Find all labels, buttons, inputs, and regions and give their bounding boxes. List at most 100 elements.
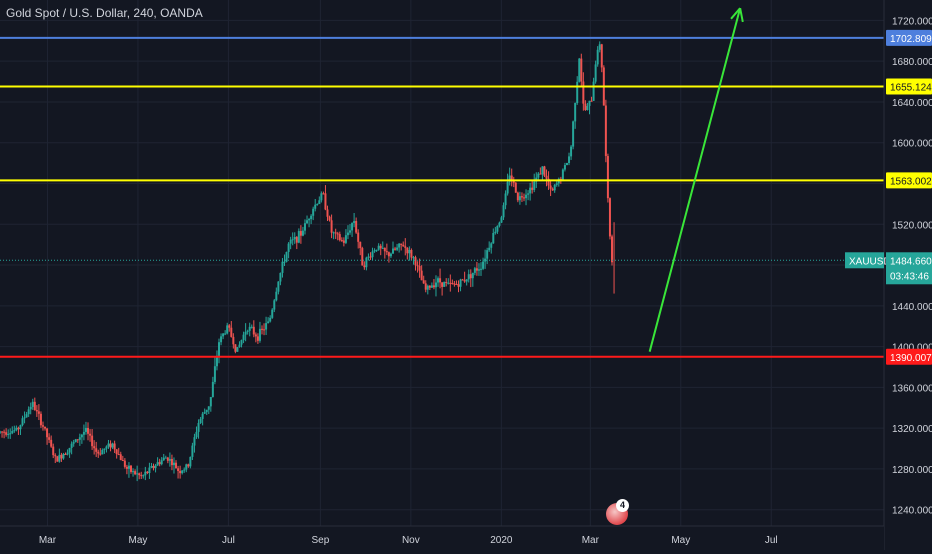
candle-body	[394, 248, 397, 250]
candle-body	[316, 204, 319, 206]
candle-body	[250, 326, 253, 328]
candle-body	[328, 216, 331, 221]
countdown-label: 03:43:46	[890, 271, 929, 282]
candle-body	[101, 450, 104, 455]
candle-body	[269, 317, 272, 322]
candle-body	[559, 178, 562, 180]
candle-body	[35, 410, 38, 412]
candle-body	[473, 268, 476, 273]
candle-body	[58, 454, 61, 462]
candle-body	[326, 209, 329, 217]
candle-body	[414, 257, 417, 266]
candle-body	[584, 103, 587, 111]
candle-body	[97, 451, 100, 454]
candle-body	[363, 265, 366, 268]
candle-body	[443, 281, 446, 287]
y-tick-label: 1240.000	[892, 506, 932, 517]
candle-body	[228, 325, 231, 328]
candle-body	[134, 471, 137, 475]
candle-body	[31, 401, 34, 407]
candle-body	[574, 103, 577, 122]
candle-body	[289, 239, 292, 244]
level-price-label: 1563.002	[890, 176, 932, 187]
candle-body	[555, 183, 558, 185]
candle-body	[543, 166, 546, 176]
x-tick-label: Mar	[582, 535, 600, 546]
candle-body	[482, 261, 485, 269]
candle-body	[420, 270, 423, 281]
candle-body	[154, 465, 157, 469]
trend-arrow	[648, 7, 744, 352]
candle-body	[578, 58, 581, 82]
time-axis-bg	[0, 526, 884, 550]
candle-body	[111, 443, 114, 448]
candle-body	[496, 225, 499, 232]
candle-body	[357, 232, 360, 242]
candle-body	[500, 217, 503, 223]
y-tick-label: 1520.000	[892, 220, 932, 231]
candle-body	[308, 219, 311, 221]
candle-body	[281, 261, 284, 273]
reaction-count: 4	[616, 499, 629, 512]
level-price-tag	[886, 172, 932, 189]
candle-body	[7, 433, 10, 435]
candle-body	[498, 222, 501, 226]
candle-body	[604, 105, 607, 157]
candle-body	[107, 443, 110, 447]
emoji-reaction-badge[interactable]: 4	[604, 499, 632, 525]
candle-body	[285, 251, 288, 262]
candle-body	[377, 245, 380, 250]
candle-body	[170, 458, 173, 466]
candle-body	[531, 187, 534, 190]
candle-body	[172, 462, 175, 466]
candle-body	[545, 175, 548, 179]
candle-body	[320, 193, 323, 201]
candle-body	[66, 452, 69, 455]
candle-body	[539, 173, 542, 175]
candle-body	[547, 178, 550, 186]
candle-body	[430, 285, 433, 288]
candle-body	[527, 193, 530, 195]
candle-body	[520, 196, 523, 198]
candle-body	[359, 241, 362, 249]
candle-body	[457, 284, 460, 287]
candle-body	[15, 427, 18, 431]
candle-body	[375, 249, 378, 251]
candle-body	[129, 465, 132, 472]
candle-body	[273, 300, 276, 310]
symbol-label: XAUUSD	[849, 256, 891, 267]
candle-body	[537, 173, 540, 178]
candle-body	[132, 471, 135, 473]
candle-body	[256, 336, 259, 341]
candle-body	[516, 192, 519, 201]
candle-body	[279, 272, 282, 282]
candle-body	[383, 247, 386, 252]
candle-body	[191, 445, 194, 457]
candle-body	[150, 465, 153, 468]
y-tick-label: 1320.000	[892, 424, 932, 435]
candle-body	[418, 266, 421, 271]
candle-body	[211, 381, 214, 398]
candle-body	[379, 245, 382, 249]
candle-body	[494, 231, 497, 234]
candle-body	[391, 248, 394, 254]
candle-body	[115, 449, 118, 455]
candle-body	[580, 58, 583, 82]
current-price-label: 1484.660	[890, 256, 932, 267]
candle-body	[103, 448, 106, 451]
candle-body	[254, 334, 257, 337]
candle-body	[484, 258, 487, 262]
candle-body	[471, 272, 474, 279]
candle-body	[349, 230, 352, 233]
candle-body	[236, 347, 239, 352]
candle-body	[224, 333, 227, 335]
candle-body	[361, 248, 364, 266]
candle-body	[551, 188, 554, 191]
candle-body	[563, 165, 566, 170]
candle-body	[70, 443, 73, 448]
candle-body	[232, 336, 235, 345]
y-tick-label: 1680.000	[892, 57, 932, 68]
candle-body	[189, 456, 192, 467]
